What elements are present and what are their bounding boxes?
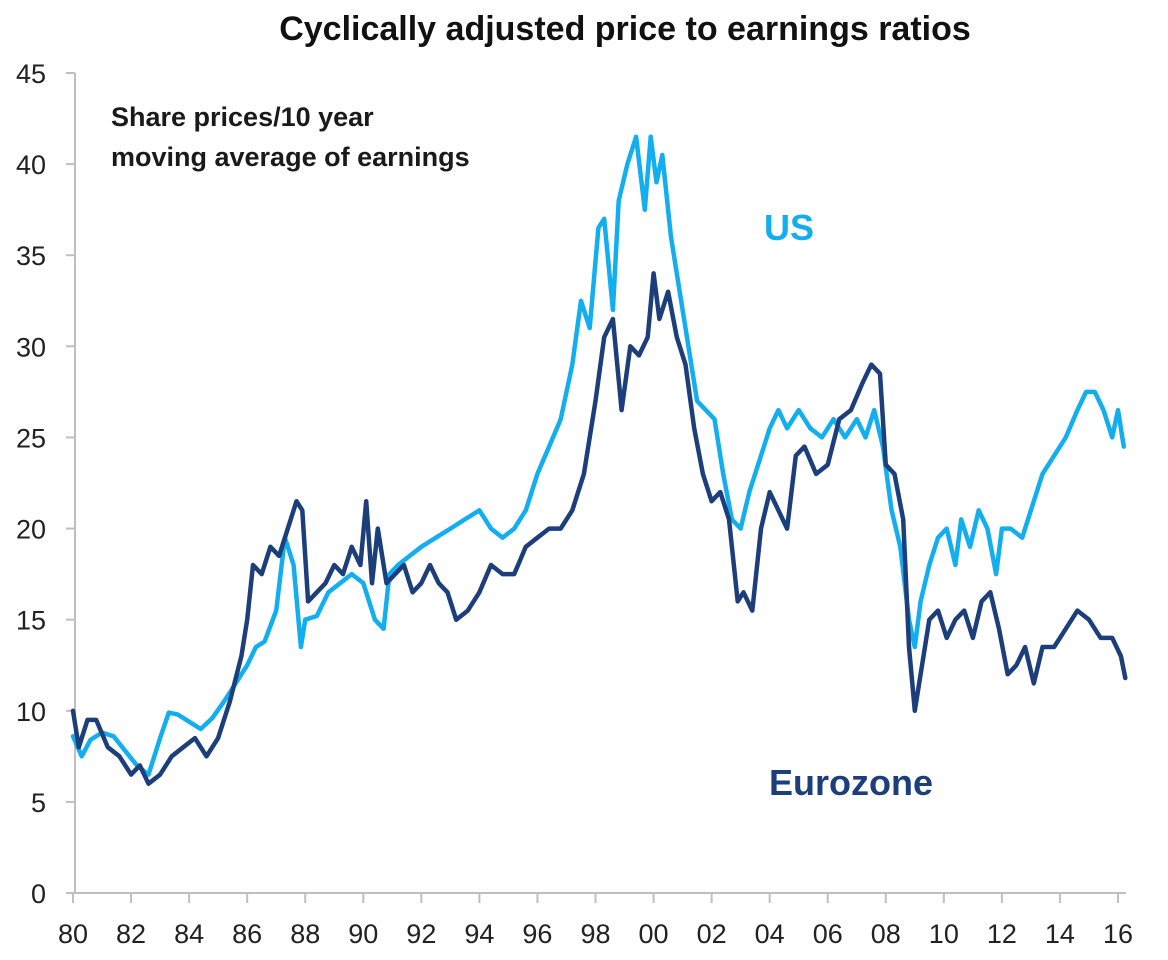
y-tick-label: 5 bbox=[31, 788, 46, 818]
x-tick-label: 02 bbox=[697, 919, 727, 949]
x-tick-label: 94 bbox=[464, 919, 494, 949]
x-tick-label: 16 bbox=[1103, 919, 1133, 949]
x-tick-label: 92 bbox=[406, 919, 436, 949]
x-tick-label: 96 bbox=[522, 919, 552, 949]
x-tick-label: 06 bbox=[813, 919, 843, 949]
y-tick-label: 30 bbox=[16, 332, 46, 362]
x-tick-label: 82 bbox=[116, 919, 146, 949]
chart-title: Cyclically adjusted price to earnings ra… bbox=[279, 10, 971, 48]
y-tick-label: 40 bbox=[16, 150, 46, 180]
y-tick-label: 35 bbox=[16, 241, 46, 271]
y-tick-label: 15 bbox=[16, 606, 46, 636]
y-axis: 0 5 10 15 20 25 30 35 40 45 bbox=[16, 59, 76, 909]
y-tick-label: 25 bbox=[16, 423, 46, 453]
x-tick-label: 84 bbox=[174, 919, 204, 949]
series-lines bbox=[70, 134, 1128, 786]
chart-annotation: Share prices/10 year moving average of e… bbox=[111, 102, 470, 172]
x-tick-label: 12 bbox=[987, 919, 1017, 949]
y-tick-label: 20 bbox=[16, 515, 46, 545]
x-tick-label: 14 bbox=[1045, 919, 1075, 949]
x-tick-label: 00 bbox=[639, 919, 669, 949]
annotation-line-2: moving average of earnings bbox=[111, 142, 470, 172]
x-tick-label: 98 bbox=[580, 919, 610, 949]
y-tick-label: 0 bbox=[31, 879, 46, 909]
x-tick-label: 04 bbox=[755, 919, 785, 949]
y-tick-label: 10 bbox=[16, 697, 46, 727]
x-tick-label: 90 bbox=[348, 919, 378, 949]
series-label-us: US bbox=[764, 207, 814, 248]
x-axis: 80 82 84 86 88 90 92 94 96 98 00 02 04 06 08 10 12 14 16 bbox=[58, 892, 1133, 949]
x-tick-label: 10 bbox=[929, 919, 959, 949]
x-tick-label: 88 bbox=[290, 919, 320, 949]
x-tick-label: 86 bbox=[232, 919, 262, 949]
y-tick-label: 45 bbox=[16, 59, 46, 89]
x-tick-label: 80 bbox=[58, 919, 88, 949]
series-label-eurozone: Eurozone bbox=[769, 762, 933, 803]
series-line-us bbox=[70, 134, 1127, 777]
x-tick-label: 08 bbox=[871, 919, 901, 949]
series-line-eurozone bbox=[70, 271, 1128, 786]
annotation-line-1: Share prices/10 year bbox=[111, 102, 374, 132]
